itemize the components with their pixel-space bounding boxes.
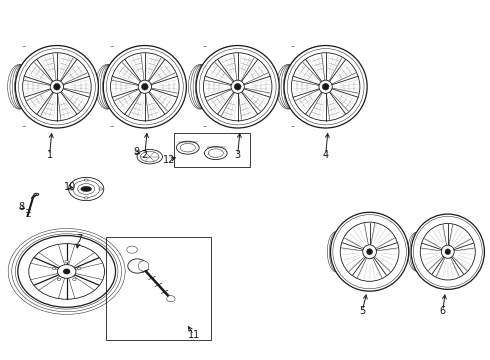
Ellipse shape (53, 84, 60, 90)
Ellipse shape (284, 45, 367, 128)
Ellipse shape (57, 265, 76, 278)
Text: 11: 11 (188, 330, 200, 340)
Ellipse shape (52, 267, 56, 270)
Text: 12: 12 (163, 154, 175, 165)
Ellipse shape (196, 45, 279, 128)
Ellipse shape (50, 80, 64, 93)
Text: 4: 4 (322, 150, 329, 160)
Ellipse shape (142, 84, 148, 90)
Text: 7: 7 (76, 234, 82, 244)
Ellipse shape (137, 149, 162, 164)
Ellipse shape (128, 259, 147, 273)
Ellipse shape (234, 84, 241, 90)
Text: 1: 1 (47, 150, 52, 160)
Text: 10: 10 (64, 182, 76, 192)
Ellipse shape (363, 245, 376, 258)
Ellipse shape (77, 267, 81, 270)
Ellipse shape (204, 147, 227, 159)
Ellipse shape (99, 188, 103, 190)
Ellipse shape (84, 179, 88, 181)
Ellipse shape (441, 245, 454, 258)
Ellipse shape (367, 249, 372, 255)
Ellipse shape (331, 212, 409, 291)
Text: 8: 8 (18, 202, 24, 212)
Ellipse shape (138, 261, 149, 271)
Ellipse shape (127, 246, 137, 253)
Ellipse shape (84, 197, 88, 199)
Ellipse shape (167, 296, 175, 302)
Ellipse shape (231, 80, 245, 93)
Ellipse shape (64, 269, 70, 274)
Ellipse shape (445, 249, 450, 255)
Ellipse shape (138, 80, 151, 93)
Ellipse shape (57, 278, 61, 280)
Ellipse shape (18, 235, 116, 307)
Ellipse shape (176, 141, 199, 154)
Ellipse shape (69, 177, 104, 201)
Ellipse shape (15, 45, 98, 128)
Text: 3: 3 (235, 150, 241, 160)
Ellipse shape (103, 45, 186, 128)
Bar (174, 134, 250, 167)
Text: 2: 2 (142, 150, 148, 160)
Text: 9: 9 (133, 147, 140, 157)
Ellipse shape (65, 261, 69, 263)
Ellipse shape (81, 186, 92, 192)
Ellipse shape (411, 214, 485, 289)
Ellipse shape (73, 278, 76, 280)
Text: 5: 5 (359, 306, 366, 316)
Bar (106, 237, 211, 339)
Ellipse shape (319, 80, 332, 93)
Text: 6: 6 (440, 306, 446, 316)
Ellipse shape (322, 84, 329, 90)
Ellipse shape (70, 188, 74, 190)
